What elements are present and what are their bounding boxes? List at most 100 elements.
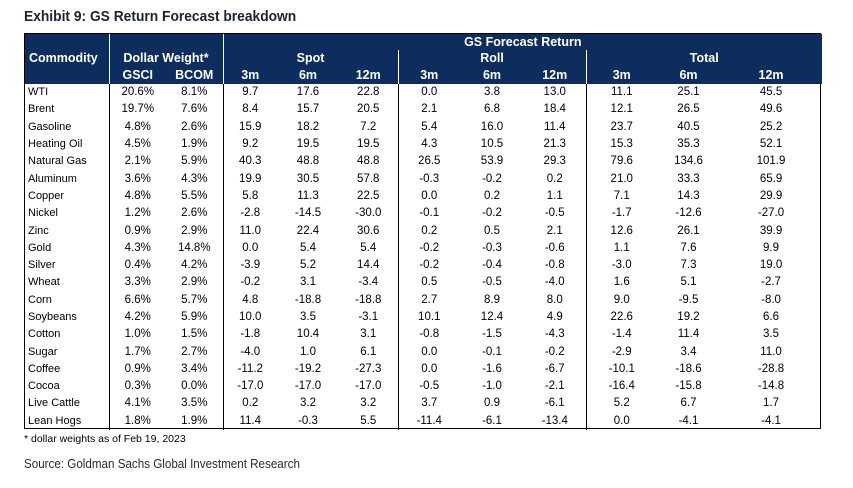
total-6m: 26.5 — [677, 103, 700, 116]
roll-3m: 0.0 — [421, 86, 438, 99]
table-row: Brent 19.7% 7.6% 8.4 15.7 20.5 2.1 6.8 18.4 12.1 2… — [25, 101, 822, 119]
bcom-weight: 3.5% — [166, 395, 224, 413]
bcom-weight: 3.4% — [166, 360, 224, 379]
exhibit-title: Exhibit 9: GS Return Forecast breakdown — [24, 8, 297, 25]
total-12m: 11.0 — [760, 345, 782, 358]
total-3m: 22.6 — [610, 311, 633, 323]
total-header: Total — [586, 50, 823, 67]
gsci-weight: 4.8% — [124, 189, 151, 202]
total-12m: 39.9 — [759, 224, 783, 237]
spot-3m: -4.0 — [240, 345, 261, 358]
roll-6m: 10.5 — [480, 138, 504, 151]
bcom-weight: 5.9% — [166, 153, 224, 171]
bcom-weight: 8.1% — [166, 84, 224, 102]
total-12m: 1.7 — [763, 397, 780, 410]
spot-6m: 18.2 — [296, 120, 320, 133]
spot-12m: 19.5 — [339, 135, 399, 154]
forecast-table: GS Forecast Return Commodity Dollar Weig… — [25, 34, 823, 430]
total-3m: 12.6 — [610, 224, 633, 237]
total-6m: 11.4 — [677, 328, 700, 341]
total-6m: 33.3 — [677, 172, 700, 185]
roll-3m: -0.5 — [419, 380, 440, 393]
table-row: Coffee 0.9% 3.4% -11.2 -19.2 -27.3 0.0 -1.6 -6.7… — [25, 360, 822, 379]
roll-12m: 1.1 — [524, 187, 587, 206]
roll-6m: 53.9 — [480, 155, 504, 168]
roll-6m: -0.5 — [482, 276, 502, 289]
spot-12m: 30.6 — [339, 222, 399, 240]
total-12m: 52.1 — [759, 138, 783, 151]
spot-6m: 22.4 — [296, 224, 320, 237]
commodity-name: Zinc — [25, 222, 110, 240]
roll-12m: -0.8 — [524, 256, 587, 275]
roll-12m: -6.1 — [524, 395, 587, 413]
total-6m: 7.3 — [680, 259, 697, 272]
spot-3m: 8.4 — [242, 103, 259, 116]
spot-12m: -3.1 — [339, 308, 399, 327]
commodity-name: Live Cattle — [25, 395, 110, 413]
commodity-name: Aluminum — [25, 170, 110, 188]
table-body: WTI 20.6% 8.1% 9.7 17.6 22.8 0.0 3.8 13.0 11.1 25.… — [25, 84, 822, 430]
gsci-weight: 3.3% — [124, 276, 151, 289]
total-12m: -4.1 — [761, 414, 781, 427]
total-6m: 40.5 — [677, 120, 700, 133]
total-3m: 1.6 — [613, 276, 630, 289]
table-row: Cotton 1.0% 1.5% -1.8 10.4 3.1 -0.8 -1.5 -4.3 -1.… — [25, 326, 822, 344]
gsci-weight: 4.5% — [124, 138, 151, 151]
spot-12m: 48.8 — [339, 153, 399, 171]
table-row: WTI 20.6% 8.1% 9.7 17.6 22.8 0.0 3.8 13.0 11.1 25.… — [25, 84, 822, 102]
commodity-name: Gasoline — [25, 118, 110, 136]
gsci-weight: 4.2% — [124, 311, 151, 323]
table-row: Silver 0.4% 4.2% -3.9 5.2 14.4 -0.2 -0.4 -0.8 -3.… — [25, 256, 822, 275]
roll-6m: -0.2 — [482, 207, 502, 220]
total-3m: 5.2 — [613, 397, 630, 410]
spot-3m: -2.8 — [240, 207, 261, 220]
gsci-weight: 0.9% — [124, 224, 151, 237]
gs-forecast-return-header: GS Forecast Return — [223, 34, 823, 50]
total-12m: 3.5 — [763, 328, 780, 341]
roll-12m: -6.7 — [524, 360, 587, 379]
commodity-name: Natural Gas — [25, 153, 110, 171]
table-row: Cocoa 0.3% 0.0% -17.0 -17.0 -17.0 -0.5 -1.0 -2.1… — [25, 378, 822, 396]
gsci-weight: 4.8% — [124, 120, 151, 133]
spot-3m: 11.4 — [239, 414, 262, 427]
total-12m: -14.8 — [757, 380, 785, 393]
bcom-weight: 5.7% — [166, 291, 224, 309]
total-12m: 65.9 — [759, 172, 783, 185]
spot-6m: 5.4 — [300, 241, 316, 254]
spot-12m: 5.5 — [339, 412, 399, 430]
roll-3m: 5.4 — [421, 120, 438, 133]
table-row: Zinc 0.9% 2.9% 11.0 22.4 30.6 0.2 0.5 2.1 12.6 26.… — [25, 222, 822, 240]
total-12m: 9.9 — [763, 241, 780, 254]
bcom-weight: 1.9% — [166, 412, 224, 430]
spot-6m: -18.8 — [294, 293, 322, 306]
total-6m-header: 6m — [657, 67, 720, 84]
spot-6m: 17.6 — [296, 86, 320, 99]
bcom-weight: 2.6% — [166, 118, 224, 136]
total-12m: 25.2 — [759, 120, 783, 133]
roll-12m-header: 12m — [524, 67, 587, 84]
spot-12m: -3.4 — [339, 274, 399, 292]
commodity-name: Gold — [25, 239, 110, 257]
spot-6m: -14.5 — [294, 207, 322, 220]
table-row: Lean Hogs 1.8% 1.9% 11.4 -0.3 5.5 -11.4 -6.1 -13… — [25, 412, 822, 430]
total-3m: 12.1 — [610, 103, 633, 116]
roll-12m: -0.2 — [524, 343, 587, 361]
total-6m: 5.1 — [680, 276, 697, 289]
total-3m: 79.6 — [610, 155, 633, 168]
footnote: * dollar weights as of Feb 19, 2023 — [24, 433, 186, 445]
total-3m: 7.1 — [613, 189, 630, 202]
total-3m: -16.4 — [608, 380, 635, 393]
roll-3m: 0.0 — [421, 345, 438, 358]
spot-3m: -1.8 — [240, 328, 261, 341]
total-3m: -10.1 — [608, 362, 635, 375]
spot-12m: 14.4 — [339, 256, 399, 275]
gsci-weight: 1.0% — [124, 328, 151, 341]
total-3m: 1.1 — [613, 241, 630, 254]
gsci-weight: 2.1% — [124, 155, 151, 168]
roll-6m: -1.0 — [482, 380, 502, 393]
total-12m: 45.5 — [759, 86, 783, 99]
roll-6m: -0.4 — [482, 259, 502, 272]
spot-3m: -0.2 — [240, 276, 261, 289]
gsci-weight: 1.7% — [124, 345, 151, 358]
roll-12m: 11.4 — [524, 118, 587, 136]
